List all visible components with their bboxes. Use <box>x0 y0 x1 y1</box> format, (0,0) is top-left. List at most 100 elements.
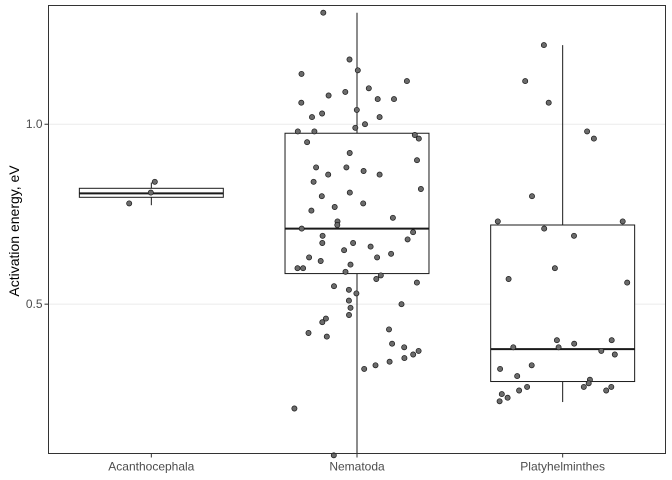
data-point <box>341 247 348 254</box>
y-tick-label: 1.0 <box>26 117 43 131</box>
data-point <box>325 92 332 99</box>
data-point <box>367 243 374 250</box>
data-point <box>514 373 521 380</box>
data-point <box>504 394 511 401</box>
data-point <box>386 358 393 365</box>
data-point <box>306 254 313 261</box>
data-point <box>608 383 615 390</box>
data-point <box>126 200 133 207</box>
data-point <box>398 301 405 308</box>
data-point <box>410 229 417 236</box>
x-tick-label: Platyhelminthes <box>520 460 605 474</box>
data-point <box>386 326 392 333</box>
data-point <box>417 186 424 192</box>
data-point <box>360 168 367 174</box>
data-point <box>360 200 367 207</box>
data-point <box>320 9 327 16</box>
data-point <box>377 272 384 279</box>
y-tick-label: 0.5 <box>26 297 43 311</box>
data-point <box>353 290 360 297</box>
data-point <box>304 139 311 146</box>
data-point <box>545 99 552 106</box>
data-point <box>298 70 305 77</box>
data-point <box>403 78 410 85</box>
data-point <box>322 315 329 322</box>
x-tick-label: Acanthocephala <box>108 460 194 474</box>
y-axis: 0.5 1.0 <box>26 117 49 311</box>
jitter-points <box>126 9 631 459</box>
data-point <box>522 78 529 85</box>
data-point <box>528 362 535 369</box>
data-point <box>342 268 349 275</box>
data-point <box>388 250 395 257</box>
data-point <box>294 265 301 272</box>
data-point <box>151 178 158 185</box>
data-point <box>300 265 307 272</box>
data-point <box>585 380 592 387</box>
data-point <box>345 286 352 293</box>
data-point <box>347 261 354 268</box>
data-point <box>404 236 411 243</box>
data-point <box>308 207 315 214</box>
data-point <box>313 164 320 171</box>
data-point <box>391 96 397 103</box>
data-point <box>345 297 352 304</box>
data-point <box>529 193 535 200</box>
data-point <box>505 276 512 282</box>
x-tick-label: Nematoda <box>329 460 385 474</box>
data-point <box>374 96 381 103</box>
data-point <box>524 383 531 390</box>
data-point <box>611 351 618 358</box>
data-point <box>352 124 359 131</box>
data-point <box>317 258 324 264</box>
data-point <box>516 387 523 394</box>
data-point <box>619 218 626 225</box>
data-point <box>343 164 350 171</box>
data-point <box>411 132 418 138</box>
data-point <box>584 128 591 135</box>
data-point <box>350 240 357 246</box>
data-point <box>603 387 610 394</box>
data-point <box>319 232 326 239</box>
data-point <box>319 240 326 246</box>
data-point <box>498 391 505 398</box>
data-point <box>373 276 380 282</box>
data-point <box>374 254 381 261</box>
data-point <box>608 337 615 344</box>
iqr-box <box>490 224 636 383</box>
data-point <box>413 279 420 286</box>
data-point <box>310 178 317 185</box>
data-point <box>362 121 368 128</box>
data-point <box>415 347 422 354</box>
iqr-box <box>284 132 430 275</box>
data-point <box>309 114 315 121</box>
data-point <box>401 344 408 351</box>
data-point <box>541 225 548 232</box>
data-point <box>354 67 361 74</box>
data-point <box>298 99 305 106</box>
data-point <box>346 189 353 196</box>
data-point <box>291 405 298 412</box>
data-point <box>510 344 517 351</box>
data-point <box>325 171 332 178</box>
data-point <box>323 333 330 340</box>
data-point <box>571 340 578 347</box>
data-point <box>415 135 422 142</box>
data-point <box>331 204 338 210</box>
data-point <box>401 355 408 362</box>
data-point <box>372 362 379 369</box>
data-point <box>414 157 420 164</box>
data-point <box>319 110 326 117</box>
data-point <box>598 347 605 354</box>
data-point <box>376 114 383 121</box>
data-point <box>571 232 577 239</box>
data-point <box>298 225 305 232</box>
data-point <box>342 88 349 95</box>
data-point <box>147 189 154 196</box>
data-point <box>553 337 560 344</box>
data-point <box>389 214 396 221</box>
data-point <box>497 365 504 372</box>
data-point <box>361 365 368 372</box>
data-point <box>353 106 360 113</box>
